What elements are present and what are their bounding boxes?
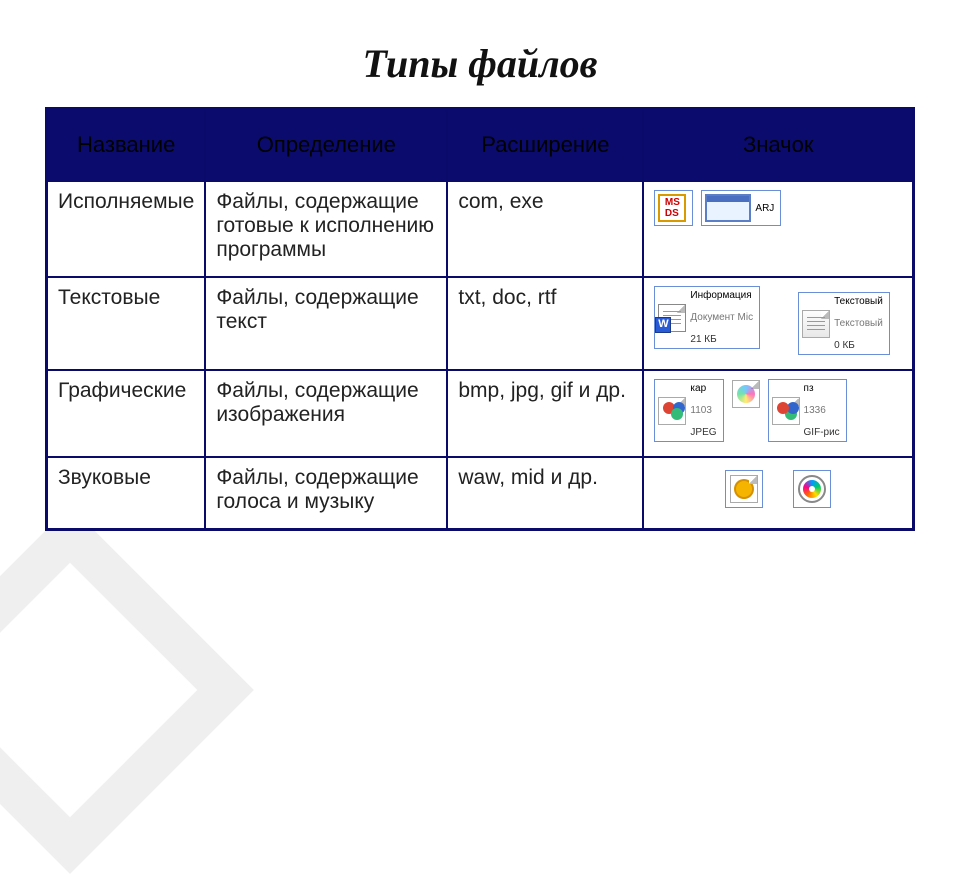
file-types-table: Название Определение Расширение Значок И… <box>45 107 915 531</box>
cell-extension: bmp, jpg, gif и др. <box>447 370 643 457</box>
wmp-icon <box>798 475 826 503</box>
file-icon-item: W ИнформацияДокумент Mic21 КБ <box>654 286 760 349</box>
cell-name: Текстовые <box>47 277 206 370</box>
corner-decoration <box>0 506 254 874</box>
midi-icon <box>730 475 758 503</box>
jpeg-icon <box>658 397 686 425</box>
cell-extension: waw, mid и др. <box>447 457 643 530</box>
col-header-icon: Значок <box>743 132 814 157</box>
gif-icon <box>772 397 800 425</box>
txt-icon <box>802 310 830 338</box>
cell-extension: com, exe <box>447 181 643 277</box>
icon-caption: ТекстовыйТекстовый0 КБ <box>834 296 883 351</box>
file-icon-item <box>732 379 760 409</box>
file-icon-item: MSDS <box>654 190 693 226</box>
icon-caption: ARJ <box>755 203 774 214</box>
col-header-extension: Расширение <box>481 132 609 157</box>
cell-definition: Файлы, содержащие изображения <box>205 370 447 457</box>
cell-extension: txt, doc, rtf <box>447 277 643 370</box>
table-row: Текстовые Файлы, содержащие текст txt, d… <box>47 277 914 370</box>
file-icon-item: ТекстовыйТекстовый0 КБ <box>798 292 890 355</box>
file-icon-item: кар1103JPEG <box>654 379 723 442</box>
icon-caption: ИнформацияДокумент Mic21 КБ <box>690 290 753 345</box>
table-row: Исполняемые Файлы, содержащие готовые к … <box>47 181 914 277</box>
cell-definition: Файлы, содержащие текст <box>205 277 447 370</box>
cell-definition: Файлы, содержащие готовые к исполнению п… <box>205 181 447 277</box>
icon-caption: кар1103JPEG <box>690 383 716 438</box>
window-arj-icon <box>705 194 751 222</box>
msds-icon: MSDS <box>658 194 686 222</box>
word-icon: W <box>658 304 686 332</box>
cell-icons: MSDS ARJ <box>643 181 913 277</box>
file-icon-item: пз1336GIF-рис <box>768 379 847 442</box>
table-header-row: Название Определение Расширение Значок <box>47 109 914 182</box>
cell-definition: Файлы, содержащие голоса и музыку <box>205 457 447 530</box>
cell-name: Звуковые <box>47 457 206 530</box>
cell-icons: W ИнформацияДокумент Mic21 КБ ТекстовыйТ… <box>643 277 913 370</box>
cell-name: Графические <box>47 370 206 457</box>
col-header-name: Название <box>77 132 175 157</box>
col-header-definition: Определение <box>257 132 396 157</box>
cell-icons <box>643 457 913 530</box>
paint-icon <box>732 380 760 408</box>
table-row: Звуковые Файлы, содержащие голоса и музы… <box>47 457 914 530</box>
icon-caption: пз1336GIF-рис <box>804 383 840 438</box>
cell-icons: кар1103JPEG пз1336GIF-рис <box>643 370 913 457</box>
file-icon-item: ARJ <box>701 190 781 226</box>
file-icon-item <box>725 470 763 508</box>
cell-name: Исполняемые <box>47 181 206 277</box>
page-title: Типы файлов <box>0 40 960 87</box>
table-row: Графические Файлы, содержащие изображени… <box>47 370 914 457</box>
file-icon-item <box>793 470 831 508</box>
